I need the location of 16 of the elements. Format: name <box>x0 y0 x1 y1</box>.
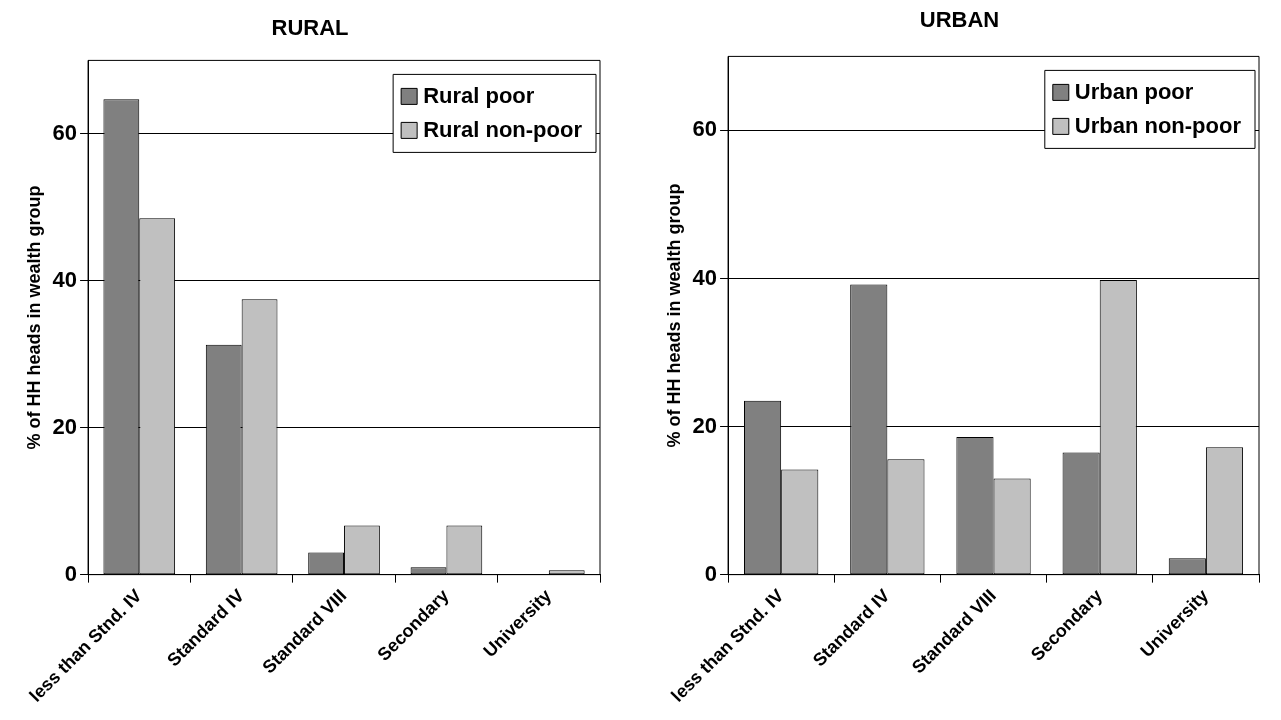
chart-title: RURAL <box>271 15 349 41</box>
legend-label: Rural non-poor <box>423 117 583 143</box>
legend-label: Urban non-poor <box>1074 113 1242 139</box>
y-axis-title: % of HH heads in wealth group <box>23 185 44 450</box>
y-tick-label: 60 <box>52 119 78 145</box>
y-axis-title: % of HH heads in wealth group <box>663 183 684 448</box>
y-tick-label: 0 <box>704 560 718 586</box>
y-tick-label: 20 <box>692 412 718 438</box>
legend-label: Rural poor <box>423 83 535 109</box>
y-tick-label: 40 <box>692 264 718 290</box>
y-tick-label: 40 <box>52 266 78 292</box>
y-tick-label: 0 <box>64 560 78 586</box>
chart-title: URBAN <box>919 7 1000 33</box>
y-tick-label: 60 <box>692 116 718 142</box>
y-tick-label: 20 <box>52 413 78 439</box>
legend-label: Urban poor <box>1074 79 1194 105</box>
